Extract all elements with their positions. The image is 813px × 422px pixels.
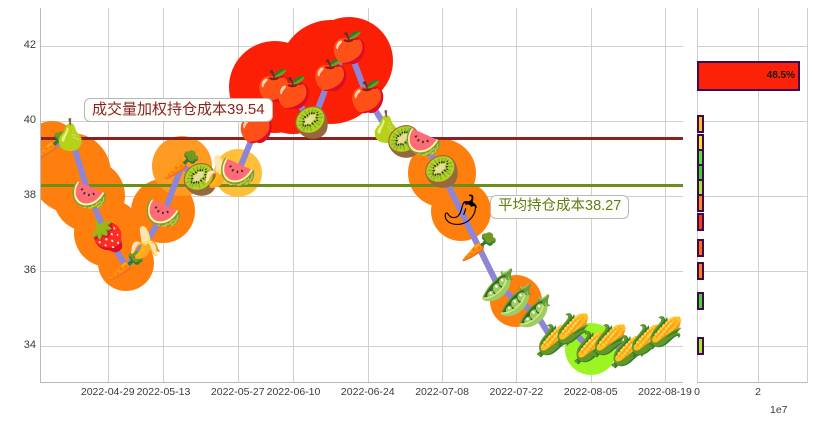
price-point-marker: 🥕 bbox=[163, 148, 201, 182]
price-point-marker: 🍎 bbox=[274, 77, 313, 111]
price-point-marker: 🌽 bbox=[646, 317, 683, 351]
price-point-marker: 🍉 bbox=[404, 126, 443, 159]
average-cost-line bbox=[40, 184, 683, 188]
price-point-marker: 🌽 bbox=[553, 313, 591, 347]
y-tick-label: 38 bbox=[23, 188, 36, 201]
price-point-marker: 🥝 bbox=[293, 107, 331, 141]
volume-profile-bar-label: 2.9% bbox=[697, 245, 699, 251]
volume-profile-bar: 2.3% bbox=[697, 336, 704, 355]
volume-profile-bar-label: 3.3% bbox=[697, 219, 699, 225]
x-tick-label: 2022-06-10 bbox=[266, 386, 321, 398]
price-chart-panel: 🥕 🍐 🍉 🍓 🥕 🍌 🍉 🥕 🥝 🍌 🍉 🍎 🍎 🍎 🥝 🍎 🍎 🍎 🍐 🥝 🍉 🥝 🌶 🥕 🫛 🫛 🫛 🌽 🌽 🌽 🌽 🌽 🌽 🌽 成交量加权… bbox=[40, 8, 683, 383]
gridline-x-2022-06-10 bbox=[293, 8, 295, 383]
volume-profile-bar-label: 2.7% bbox=[697, 268, 699, 274]
price-point-marker: 🍉 bbox=[219, 156, 257, 189]
price-point-marker: 🍐 bbox=[367, 111, 406, 144]
average-cost-callout: 平均持仓成本38.27 bbox=[490, 195, 630, 220]
volume-gridline-h bbox=[697, 195, 807, 197]
volume-axis-tick: 0 bbox=[694, 386, 700, 398]
price-point-marker: 🍌 bbox=[126, 227, 164, 261]
y-tick-label: 42 bbox=[23, 38, 36, 51]
price-point-marker: 🍎 bbox=[311, 58, 350, 92]
volume-profile-bar-label: 2.2% bbox=[697, 170, 699, 176]
volume-gridline-v bbox=[807, 8, 808, 383]
volume-profile-bar: 3.1% bbox=[697, 115, 704, 134]
gridline-x-2022-08-19 bbox=[665, 8, 666, 383]
price-point-marker: 🌶 bbox=[441, 193, 480, 227]
price-point-marker: 🌽 bbox=[534, 324, 573, 358]
price-point-marker: 🍎 bbox=[330, 32, 368, 66]
volume-gridline-h bbox=[697, 120, 807, 122]
price-point-marker: 🍌 bbox=[200, 156, 238, 189]
volume-profile-bar-label: 2.6% bbox=[697, 140, 699, 146]
y-tick-label: 34 bbox=[23, 338, 36, 351]
price-point-marker: 🍓 bbox=[89, 219, 127, 253]
volume-profile-bar-label: 2.4% bbox=[697, 185, 699, 191]
volume-axis-tick: 2 bbox=[755, 386, 761, 398]
price-point-marker: 🍉 bbox=[144, 197, 183, 231]
x-tick-label: 2022-08-19 bbox=[638, 386, 692, 398]
x-axis-labels: 2022-04-29 2022-05-13 2022-05-27 2022-06-10… bbox=[0, 386, 813, 404]
volume-blob bbox=[305, 16, 394, 105]
volume-profile-bar-label: 3.1% bbox=[697, 121, 699, 127]
gridline-y-38 bbox=[40, 195, 683, 197]
price-point-marker: 🍉 bbox=[70, 178, 108, 212]
price-point-marker: 🌽 bbox=[609, 336, 647, 369]
y-axis-labels: 42 40 38 36 34 bbox=[0, 8, 36, 383]
x-tick-label: 2022-07-08 bbox=[415, 386, 469, 398]
volume-profile-bar-label: 2.8% bbox=[697, 200, 699, 206]
price-point-marker: 🥕 bbox=[107, 249, 145, 283]
gridline-x-2022-06-24 bbox=[367, 8, 369, 383]
gridline-y-36 bbox=[40, 270, 683, 272]
volume-gridline-h bbox=[697, 345, 807, 347]
price-point-marker: 🌽 bbox=[590, 324, 628, 358]
gridline-y-40 bbox=[40, 120, 683, 122]
volume-profile-bar: 2.7% bbox=[697, 261, 704, 280]
vwap-cost-callout: 成交量加权持仓成本39.54 bbox=[84, 97, 273, 122]
volume-profile-bar: 2.8% bbox=[697, 194, 704, 212]
price-point-marker: 🫛 bbox=[516, 294, 554, 328]
x-tick-label: 2022-04-29 bbox=[80, 386, 135, 398]
price-point-marker: 🌽 bbox=[627, 324, 666, 358]
volume-profile-bar-label: 2.0% bbox=[697, 155, 699, 161]
volume-profile-bar-label: 48.5% bbox=[766, 70, 795, 81]
price-point-marker: 🌽 bbox=[572, 332, 610, 366]
y-tick-label: 36 bbox=[23, 263, 36, 276]
volume-gridline-h bbox=[697, 45, 807, 47]
price-line bbox=[49, 46, 668, 356]
price-point-marker: 🥕 bbox=[40, 129, 71, 163]
x-tick-label: 2022-06-24 bbox=[340, 386, 395, 398]
price-point-marker: 🥝 bbox=[386, 126, 424, 159]
price-point-marker: 🫛 bbox=[497, 283, 536, 317]
volume-profile-bar: 2.9% bbox=[697, 239, 704, 257]
volume-gridline-h bbox=[697, 270, 807, 272]
x-tick-label: 2022-05-27 bbox=[210, 386, 265, 398]
price-point-marker: 🥕 bbox=[460, 231, 498, 264]
price-point-marker: 🍎 bbox=[256, 69, 294, 103]
y-tick-label: 40 bbox=[23, 113, 36, 126]
price-point-marker: 🥝 bbox=[423, 156, 461, 189]
price-point-marker: 🍐 bbox=[51, 118, 90, 152]
volume-profile-bar: 2.1% bbox=[697, 291, 704, 310]
vwap-cost-line bbox=[40, 136, 683, 140]
volume-profile-bar: 48.5% bbox=[697, 60, 800, 91]
price-point-marker: 🥝 bbox=[181, 163, 220, 197]
x-tick-label: 2022-08-05 bbox=[563, 386, 618, 398]
volume-axis-exponent: 1e7 bbox=[770, 404, 788, 416]
x-tick-label: 2022-05-13 bbox=[136, 386, 191, 398]
price-point-marker: 🍎 bbox=[349, 81, 387, 114]
volume-profile-bar-label: 2.3% bbox=[697, 343, 699, 349]
x-tick-label: 2022-07-22 bbox=[489, 386, 544, 398]
volume-profile-panel: 48.5% 3.1% 2.6% 2.0% 2.2% 2.4% 2.8% 3.3% 2.9% 2.7… bbox=[697, 8, 808, 383]
gridline-y-34 bbox=[40, 345, 683, 347]
volume-profile-bar: 3.3% bbox=[697, 212, 704, 231]
price-point-marker: 🫛 bbox=[479, 268, 517, 302]
volume-profile-bar-label: 2.1% bbox=[697, 298, 699, 304]
